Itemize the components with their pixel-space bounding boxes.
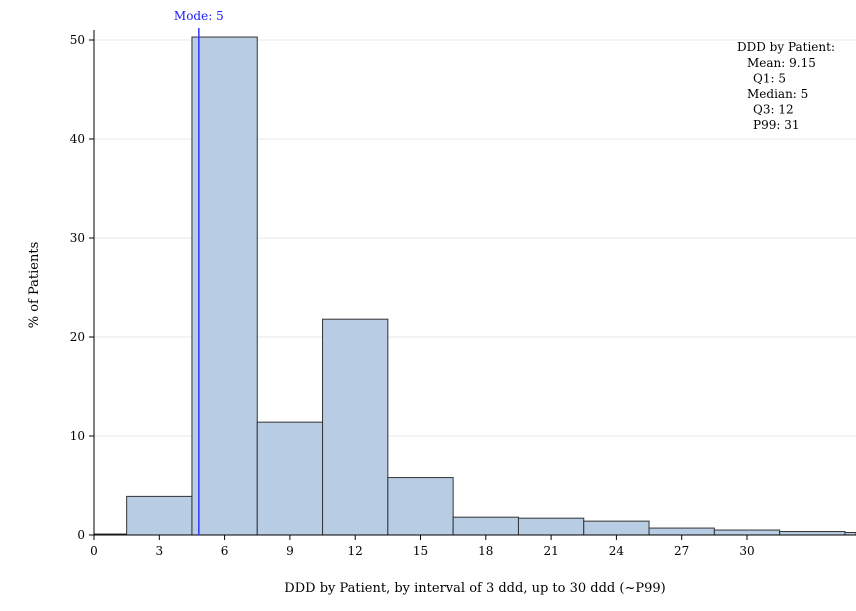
- stats-line-1: Q1: 5: [753, 72, 786, 86]
- histogram-bar-9: [648, 527, 715, 536]
- x-tick-label-27: 27: [674, 544, 689, 558]
- y-tick-label-10: 10: [70, 429, 85, 443]
- stats-line-2: Median: 5: [747, 87, 808, 101]
- histogram-bar-6: [452, 516, 519, 536]
- histogram-bar-4: [322, 318, 389, 536]
- stats-title: DDD by Patient:: [737, 40, 835, 54]
- histogram-bar-7: [517, 517, 585, 536]
- x-axis-title: DDD by Patient, by interval of 3 ddd, up…: [284, 581, 665, 596]
- y-tick-label-20: 20: [70, 330, 85, 344]
- y-axis-ticks: 0 10 20 30 40 50: [70, 33, 94, 542]
- stats-line-4: P99: 31: [753, 118, 799, 132]
- y-tick-label-30: 30: [70, 231, 85, 245]
- stats-line-3: Q3: 12: [753, 103, 794, 117]
- histogram-bar-8: [583, 520, 650, 536]
- y-tick-label-50: 50: [70, 33, 85, 47]
- x-tick-label-6: 6: [221, 544, 229, 558]
- stats-line-0: Mean: 9.15: [747, 56, 816, 70]
- x-tick-label-24: 24: [609, 544, 625, 558]
- x-tick-label-12: 12: [348, 544, 363, 558]
- y-tick-label-0: 0: [77, 528, 85, 542]
- x-tick-label-0: 0: [90, 544, 98, 558]
- x-axis-ticks: 0 3 6 9 12 15 18 21 24 27 30: [90, 535, 755, 558]
- histogram-bar-3: [256, 421, 324, 536]
- x-tick-label-15: 15: [413, 544, 428, 558]
- x-tick-label-3: 3: [155, 544, 163, 558]
- x-tick-label-9: 9: [286, 544, 294, 558]
- histogram-bar-5: [387, 477, 454, 536]
- x-tick-label-18: 18: [478, 544, 493, 558]
- mode-label: Mode: 5: [174, 9, 224, 23]
- histogram-bar-11: [779, 531, 846, 536]
- histogram-bar-1: [126, 495, 193, 536]
- histogram-bars: [93, 36, 856, 536]
- axes: [93, 30, 856, 536]
- histogram-bar-2: [191, 36, 258, 536]
- x-tick-label-21: 21: [543, 544, 558, 558]
- y-axis-title: % of Patients: [27, 242, 42, 329]
- mode-line-group: Mode: 5: [174, 9, 224, 535]
- histogram-bar-10: [713, 529, 781, 536]
- y-tick-label-40: 40: [70, 132, 85, 146]
- x-tick-label-30: 30: [739, 544, 754, 558]
